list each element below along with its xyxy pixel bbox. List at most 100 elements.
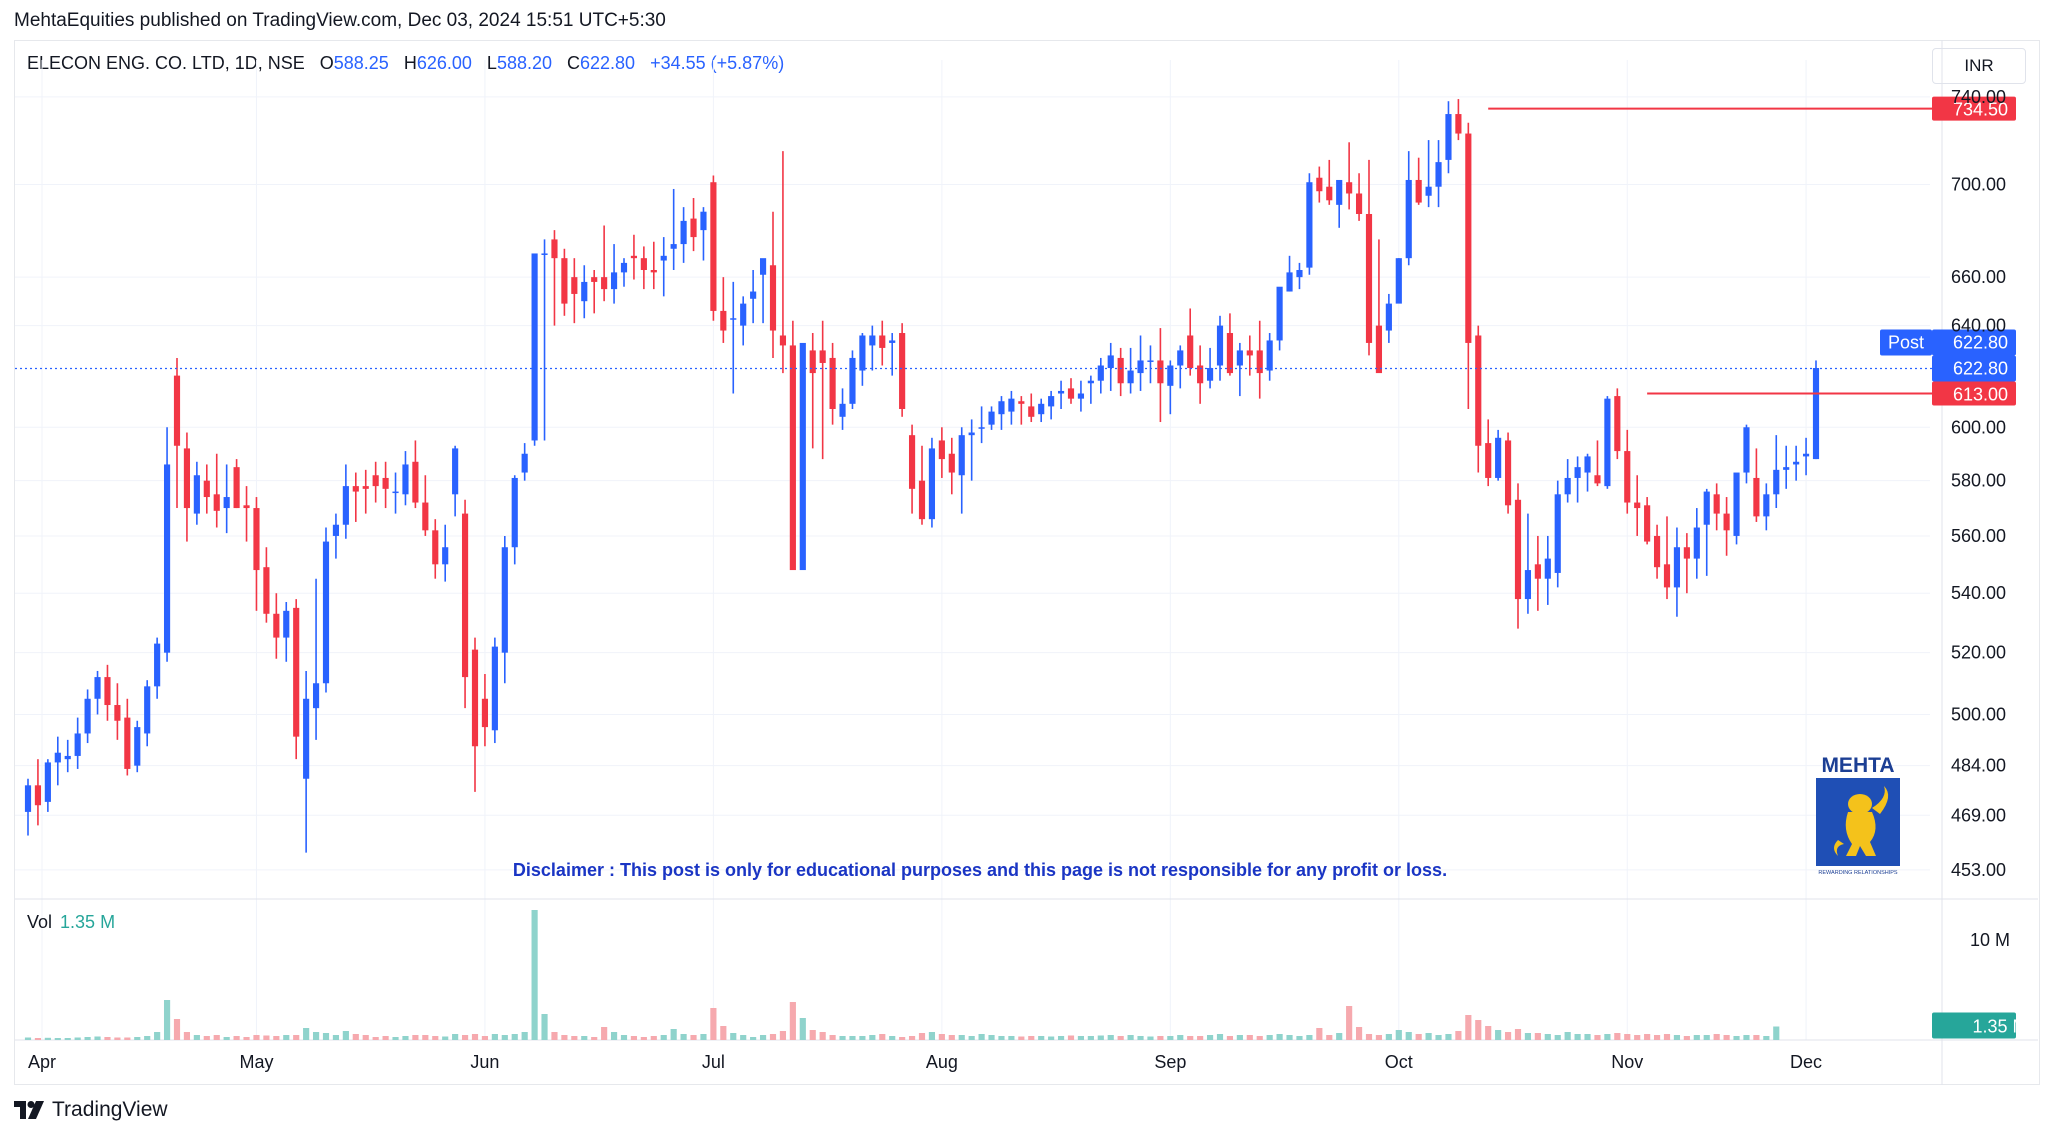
candle <box>312 578 320 740</box>
volume-bar <box>64 1038 71 1040</box>
volume-bar <box>561 1035 568 1040</box>
symbol-label[interactable]: ELECON ENG. CO. LTD, 1D, NSE <box>27 53 305 73</box>
candle-body <box>809 350 816 374</box>
candle <box>680 207 687 263</box>
candle <box>1763 483 1770 531</box>
volume-bar <box>1743 1035 1750 1040</box>
candle-body <box>928 448 936 520</box>
candle <box>1107 342 1114 391</box>
last-price-label: 622.80 <box>1953 359 2008 379</box>
candle-body <box>561 258 568 304</box>
time-tick-label: Nov <box>1611 1052 1643 1072</box>
high-value: 626.00 <box>416 53 472 73</box>
candle <box>74 717 81 769</box>
volume-bar <box>312 1032 320 1040</box>
candle <box>1097 357 1104 394</box>
volume-bar <box>1048 1036 1055 1040</box>
candle-body <box>263 567 270 614</box>
candle <box>1395 258 1402 304</box>
candle-body <box>1216 325 1224 366</box>
volume-bar <box>1713 1034 1720 1040</box>
candle-body <box>1644 505 1651 542</box>
volume-bar <box>859 1036 866 1040</box>
volume-bar <box>620 1035 628 1040</box>
volume-bar <box>84 1037 91 1040</box>
candle-body <box>1316 177 1323 192</box>
candle-body <box>1614 396 1621 452</box>
candle-body <box>1624 451 1631 503</box>
time-tick-label: Dec <box>1790 1052 1822 1072</box>
candle <box>551 230 558 326</box>
candle <box>958 427 965 514</box>
volume-bar <box>1355 1027 1363 1040</box>
candle <box>1236 342 1243 397</box>
candle-body <box>84 698 91 734</box>
candle-body <box>1703 491 1710 525</box>
candle <box>1197 345 1204 404</box>
candle <box>1644 497 1651 545</box>
candle <box>908 424 916 514</box>
volume-bar <box>173 1019 181 1040</box>
candle-body <box>1524 570 1532 600</box>
candle <box>1375 239 1383 374</box>
disclaimer-text: Disclaimer : This post is only for educa… <box>512 860 1448 880</box>
candle <box>352 472 359 522</box>
candle <box>84 689 91 744</box>
candle-body <box>273 613 280 638</box>
post-price-label: 622.80 <box>1953 333 2008 353</box>
volume-bar <box>1206 1035 1214 1040</box>
candle-body <box>889 340 896 343</box>
volume-bar <box>1624 1034 1631 1040</box>
candle <box>1425 140 1432 208</box>
candle-body <box>1167 365 1174 386</box>
volume-bar <box>1594 1035 1601 1040</box>
volume-bar <box>1336 1033 1343 1040</box>
volume-bar <box>601 1027 608 1040</box>
post-badge <box>1880 329 1932 356</box>
volume-bar <box>1733 1036 1740 1040</box>
volume-badge <box>1932 1012 2016 1039</box>
candle <box>1604 396 1611 489</box>
candle <box>1157 328 1164 423</box>
volume-bar <box>1306 1035 1313 1040</box>
volume-bar <box>1425 1033 1432 1040</box>
price-tick-label: 640.00 <box>1951 316 2006 336</box>
volume-bar <box>1693 1035 1700 1040</box>
volume-bar <box>203 1036 210 1040</box>
candle <box>1306 173 1313 275</box>
volume-bar <box>779 1031 787 1040</box>
candle <box>1624 429 1631 514</box>
candle <box>94 670 101 715</box>
volume-bar <box>1445 1034 1452 1040</box>
candle <box>601 225 608 302</box>
currency-selector[interactable]: INR <box>1932 48 2026 84</box>
candle <box>1326 159 1333 205</box>
candle <box>581 265 588 319</box>
candle-body <box>1395 258 1402 304</box>
change-value: +34.55 (+5.87%) <box>650 53 785 73</box>
candle <box>889 333 896 376</box>
candle-body <box>233 467 240 509</box>
volume-bar <box>501 1035 508 1040</box>
price-markers: 734.50 613.00 Post 622.80 622.80 1.35 M <box>15 96 2028 1039</box>
candle-body <box>312 683 320 709</box>
publisher-line: MehtaEquities published on TradingView.c… <box>14 10 666 31</box>
candle-body <box>183 448 191 509</box>
close-label: C <box>567 53 581 73</box>
candle-body <box>839 403 846 417</box>
candle-body <box>1008 398 1015 412</box>
candle-body <box>1743 427 1750 473</box>
footer-branding[interactable]: TradingView <box>14 1098 168 1122</box>
volume-bar <box>213 1035 220 1040</box>
candle <box>104 664 111 721</box>
volume-bar <box>1316 1028 1323 1040</box>
candle <box>879 320 886 366</box>
candle <box>1028 393 1035 423</box>
candle-body <box>799 342 806 571</box>
candle <box>859 333 866 386</box>
candle <box>1087 375 1094 404</box>
candle-body <box>1753 477 1760 517</box>
volume-bar <box>918 1033 926 1040</box>
candle-body <box>998 401 1005 415</box>
